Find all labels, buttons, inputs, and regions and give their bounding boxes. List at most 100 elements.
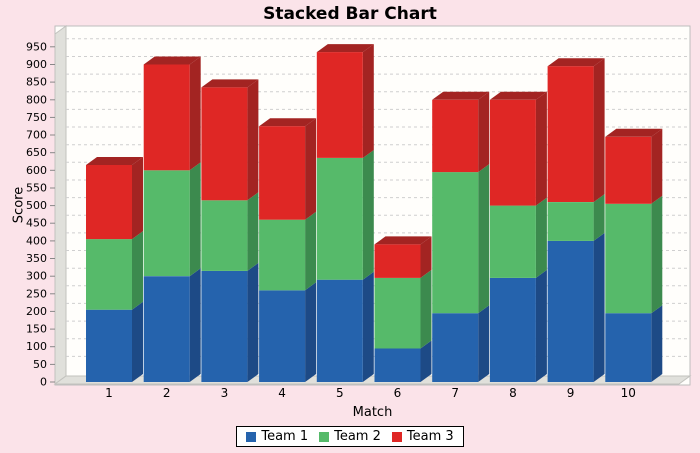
y-tick-label: 100 <box>26 340 47 353</box>
bar-match-8: 8 <box>489 91 547 400</box>
bar-segment-team-3 <box>605 136 652 204</box>
bar-segment-team-2 <box>547 202 594 241</box>
y-tick-label: 550 <box>26 182 47 195</box>
legend-label: Team 3 <box>406 429 454 444</box>
bar-match-6: 6 <box>374 236 432 400</box>
bar-segment-team-3 <box>489 99 536 206</box>
y-tick-label: 300 <box>26 270 47 283</box>
bar-side-face <box>478 91 490 173</box>
x-category-label: 8 <box>509 386 517 400</box>
bar-segment-team-3 <box>316 52 363 158</box>
bar-side-face <box>305 282 317 382</box>
bar-top-face <box>143 56 201 65</box>
bar-segment-team-2 <box>374 277 421 349</box>
bar-top-face <box>605 128 663 137</box>
bar-side-face <box>535 197 547 278</box>
bar-top-face <box>432 91 490 100</box>
bar-side-face <box>189 268 201 382</box>
bar-segment-team-3 <box>86 165 132 240</box>
y-tick-label: 200 <box>26 305 47 318</box>
y-tick-label: 150 <box>26 323 47 336</box>
bar-segment-team-1 <box>432 313 479 382</box>
y-tick-label: 800 <box>26 93 47 106</box>
bar-top-face <box>259 118 317 127</box>
bar-side-face <box>362 150 374 280</box>
bar-side-face <box>651 128 663 204</box>
bar-side-face <box>420 269 432 349</box>
bar-match-5: 5 <box>316 44 374 400</box>
bar-side-face <box>478 164 490 314</box>
legend-box: Team 1 Team 2 Team 3 <box>236 426 464 447</box>
chart-title: Stacked Bar Chart <box>263 4 437 24</box>
bar-top-face <box>316 44 374 53</box>
legend-item-team-2: Team 2 <box>319 429 381 444</box>
bar-side-face <box>189 56 201 171</box>
bar-side-face <box>478 305 490 382</box>
y-tick-label: 350 <box>26 252 47 265</box>
x-category-label: 9 <box>567 386 575 400</box>
bar-side-face <box>132 231 143 310</box>
x-category-label: 1 <box>105 386 113 400</box>
y-tick-label: 950 <box>26 40 47 53</box>
bar-side-face <box>535 91 547 206</box>
y-tick-label: 500 <box>26 199 47 212</box>
y-tick-label: 400 <box>26 234 47 247</box>
y-tick-label: 600 <box>26 164 47 177</box>
bar-side-face <box>535 269 547 382</box>
x-category-label: 10 <box>621 386 636 400</box>
bar-top-face <box>201 79 259 88</box>
bar-segment-team-3 <box>259 126 306 220</box>
bar-top-face <box>547 58 605 67</box>
bar-match-1: 1 <box>86 157 143 400</box>
x-category-label: 4 <box>278 386 286 400</box>
bar-segment-team-1 <box>86 309 132 382</box>
bar-segment-team-1 <box>316 279 363 382</box>
bar-side-face <box>247 192 259 271</box>
bar-side-face <box>420 236 432 278</box>
bar-side-face <box>132 157 143 240</box>
bar-side-face <box>593 194 605 241</box>
bar-side-face <box>362 44 374 158</box>
bar-side-face <box>651 195 663 314</box>
bar-segment-team-3 <box>143 64 190 171</box>
legend-label: Team 2 <box>334 429 381 444</box>
x-axis-title: Match <box>352 405 393 420</box>
bar-side-face <box>247 262 259 382</box>
bar-match-4: 4 <box>259 118 317 400</box>
bar-match-3: 3 <box>201 79 259 400</box>
legend-label: Team 1 <box>261 429 309 444</box>
y-tick-label: 450 <box>26 217 47 230</box>
bar-side-face <box>593 232 605 382</box>
bar-segment-team-1 <box>605 313 652 382</box>
bar-side-face <box>305 118 317 220</box>
bar-segment-team-1 <box>489 277 536 382</box>
x-category-label: 3 <box>221 386 229 400</box>
bar-segment-team-2 <box>605 203 652 314</box>
bar-side-face <box>651 305 663 382</box>
bar-side-face <box>420 340 432 382</box>
bar-side-face <box>247 79 259 201</box>
legend-item-team-1: Team 1 <box>246 429 308 444</box>
x-category-label: 5 <box>336 386 344 400</box>
y-tick-label: 750 <box>26 111 47 124</box>
plot-left-wall <box>54 25 67 385</box>
legend: Team 1 Team 2 Team 3 <box>0 426 700 447</box>
legend-swatch <box>246 431 257 442</box>
legend-item-team-3: Team 3 <box>391 429 454 444</box>
legend-swatch <box>391 431 402 442</box>
bar-segment-team-2 <box>316 158 363 280</box>
bar-segment-team-3 <box>547 66 594 202</box>
bar-segment-team-1 <box>259 290 306 382</box>
bar-segment-team-1 <box>143 276 190 382</box>
bar-segment-team-2 <box>143 170 190 277</box>
bar-top-face <box>374 236 432 245</box>
bar-segment-team-2 <box>489 205 536 278</box>
y-axis-title: Score <box>11 186 27 224</box>
bar-match-7: 7 <box>432 91 490 400</box>
bar-segment-team-2 <box>86 239 132 310</box>
bar-side-face <box>132 301 143 382</box>
x-category-label: 2 <box>163 386 171 400</box>
